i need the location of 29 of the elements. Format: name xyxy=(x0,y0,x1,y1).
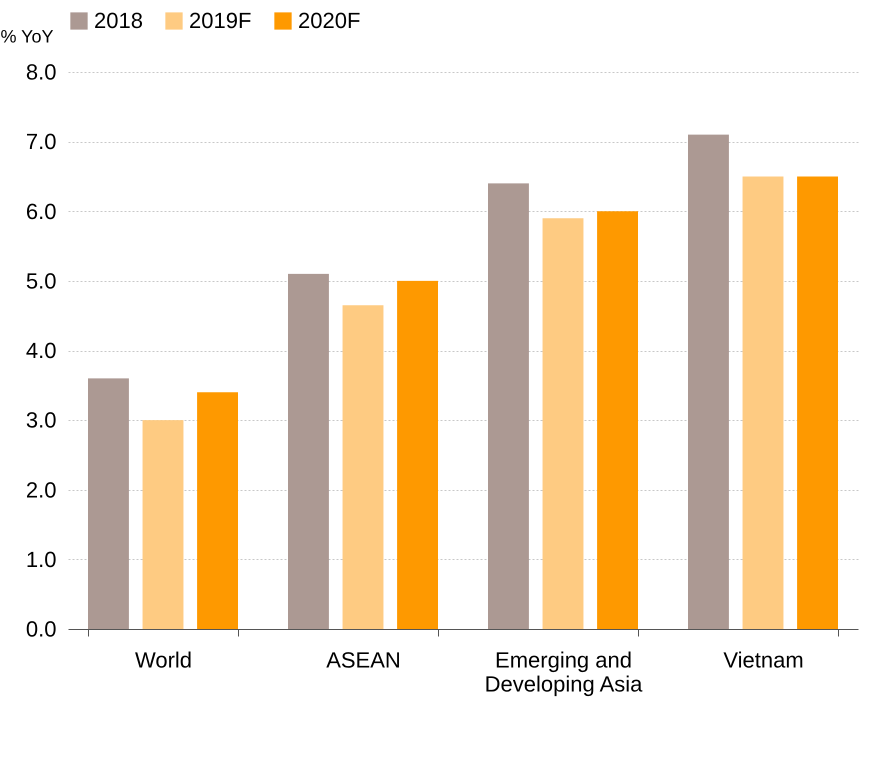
bar xyxy=(342,305,384,629)
bar xyxy=(597,211,638,629)
bar xyxy=(742,176,784,629)
y-tick-label: 5.0 xyxy=(26,268,56,294)
y-tick-label: 4.0 xyxy=(26,338,56,363)
bar xyxy=(288,274,329,629)
bar xyxy=(397,280,438,629)
y-tick-label: 2.0 xyxy=(26,477,56,502)
bar xyxy=(142,420,184,629)
y-tick-label: 0.0 xyxy=(26,616,56,642)
y-tick-label: 8.0 xyxy=(26,60,56,84)
x-tick-label: World xyxy=(134,648,192,672)
legend-label: 2019F xyxy=(189,8,252,33)
x-tick-label: ASEAN xyxy=(326,648,401,672)
bar xyxy=(797,176,838,629)
y-tick-label: 7.0 xyxy=(26,129,56,154)
y-axis-title: % YoY xyxy=(0,26,54,46)
x-tick-label: Vietnam xyxy=(723,648,804,672)
bar xyxy=(688,134,729,629)
bar xyxy=(488,183,529,629)
legend-label: 2018 xyxy=(94,8,143,33)
y-tick-label: 3.0 xyxy=(26,408,56,433)
bar xyxy=(542,218,584,629)
y-tick-label: 1.0 xyxy=(26,546,56,572)
bar xyxy=(197,392,238,629)
x-tick-label: Emerging and Developing Asia xyxy=(484,648,644,696)
y-tick-label: 6.0 xyxy=(26,198,56,224)
bar xyxy=(88,378,129,629)
legend-label: 2020F xyxy=(298,8,360,33)
